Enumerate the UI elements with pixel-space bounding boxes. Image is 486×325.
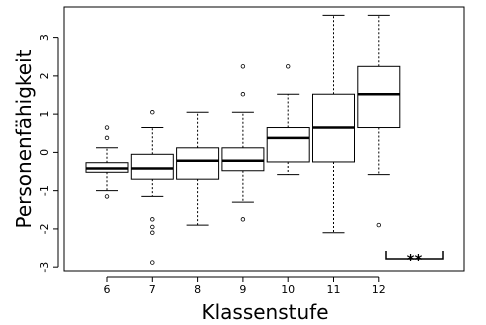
outlier-point — [376, 222, 381, 228]
outlier-point — [240, 64, 246, 69]
y-tick-label--3: -3 — [38, 262, 51, 273]
x-axis: 6 7 8 9 10 11 12 — [104, 276, 386, 296]
y-tick-label-0: 0 — [38, 149, 51, 156]
x-axis-label: Klassenstufe — [201, 300, 328, 324]
outlier-point — [240, 217, 246, 222]
x-tick-label-8: 8 — [194, 283, 201, 296]
y-axis: -3 -2 -1 0 1 2 3 — [38, 34, 59, 273]
box-group-6 — [85, 125, 129, 199]
x-tick-label-10: 10 — [281, 283, 295, 296]
box-group-11 — [312, 14, 355, 234]
significance-annotation: ** — [385, 251, 444, 269]
outlier-point — [150, 224, 155, 230]
box-iqr — [357, 65, 401, 129]
y-tick-label--2: -2 — [38, 223, 51, 234]
outlier-point — [150, 110, 155, 115]
y-tick-label-3: 3 — [38, 34, 51, 41]
box-group-9 — [221, 64, 265, 222]
outlier-point — [286, 64, 291, 69]
outlier-point — [104, 194, 110, 199]
boxes-layer — [85, 14, 401, 265]
outlier-point — [104, 125, 110, 130]
box-iqr — [130, 153, 174, 180]
outlier-point — [104, 135, 110, 141]
x-tick-label-11: 11 — [327, 283, 341, 296]
plot-frame — [63, 6, 465, 272]
box-iqr — [176, 147, 220, 180]
x-tick-label-12: 12 — [372, 283, 386, 296]
box-iqr — [266, 127, 310, 163]
outlier-point — [150, 217, 155, 222]
y-tick-label-2: 2 — [38, 72, 51, 79]
box-group-12 — [357, 14, 401, 228]
y-tick-label-1: 1 — [38, 111, 51, 118]
x-tick-label-9: 9 — [239, 283, 246, 296]
y-tick-label--1: -1 — [38, 185, 51, 196]
y-axis-label: Personenfähigkeit — [12, 49, 36, 228]
significance-bracket — [385, 251, 444, 260]
box-group-8 — [176, 111, 220, 226]
x-tick-label-6: 6 — [104, 283, 111, 296]
box-group-10 — [266, 64, 310, 176]
outlier-point — [150, 230, 155, 235]
box-iqr — [221, 147, 265, 172]
significance-label: ** — [407, 251, 423, 269]
outlier-point — [150, 260, 155, 265]
box-group-7 — [130, 110, 174, 265]
x-tick-label-7: 7 — [149, 283, 156, 296]
outlier-point — [240, 92, 246, 97]
